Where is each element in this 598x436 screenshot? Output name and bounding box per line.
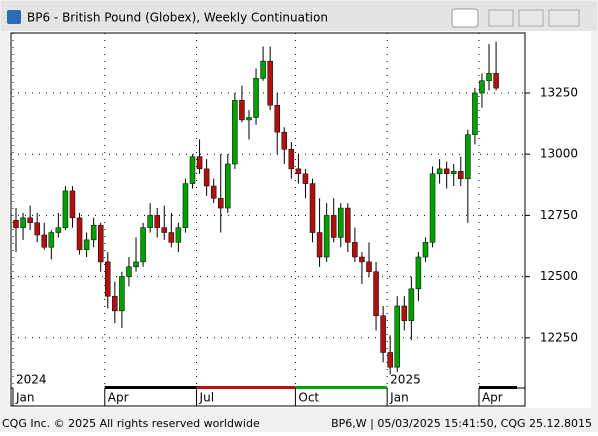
candle-body: [175, 227, 182, 243]
candle-body: [48, 232, 55, 248]
minimize-button[interactable]: [488, 9, 514, 27]
candle-body: [415, 256, 422, 290]
close-button[interactable]: [548, 9, 580, 27]
candle-body: [436, 168, 443, 175]
candle-body: [112, 295, 118, 312]
year-label: 2024: [16, 373, 47, 387]
candle-body: [34, 222, 40, 236]
candle-body: [338, 207, 344, 238]
candle-body: [119, 276, 125, 312]
candle-body: [366, 261, 372, 272]
year-label: 2025: [390, 373, 421, 387]
candle-body: [20, 217, 26, 228]
x-tick-label: Apr: [482, 391, 503, 405]
candle-body: [69, 190, 76, 219]
candle-body: [246, 117, 252, 121]
candle-body: [302, 173, 309, 184]
candle-body: [55, 227, 62, 233]
app-icon: [7, 10, 21, 24]
y-tick-label: 12500: [540, 269, 578, 283]
candle-body: [147, 215, 153, 228]
candle-body: [288, 149, 295, 170]
candle-body: [140, 227, 146, 263]
candle-body: [345, 207, 351, 243]
candle-body: [359, 256, 365, 263]
candle-body: [168, 232, 175, 243]
maximize-button[interactable]: [518, 9, 544, 27]
candle-body: [126, 266, 132, 277]
x-tick-label: Oct: [298, 391, 319, 405]
candle-body: [316, 232, 323, 258]
candle-body: [90, 224, 97, 241]
candle-body: [465, 134, 471, 179]
candle-body: [408, 288, 415, 321]
candle-body: [472, 92, 478, 135]
quarter-band: [295, 386, 388, 389]
y-tick-label: 12750: [540, 208, 578, 222]
footer-right: BP6,W | 05/03/2025 15:41:50, CQG 25.12.8…: [331, 417, 592, 430]
candle-body: [493, 73, 499, 89]
candle-body: [133, 261, 139, 268]
candle-body: [429, 173, 436, 243]
candle-body: [281, 131, 288, 150]
y-tick-label: 13250: [540, 85, 578, 99]
quarter-band: [104, 386, 197, 389]
x-tick-label: Jan: [389, 391, 409, 405]
x-axis-strip: [10, 387, 526, 407]
x-tick-label: Jul: [199, 391, 214, 405]
quarter-band: [13, 386, 105, 389]
candle-body: [239, 100, 245, 121]
candle-body: [450, 171, 457, 175]
candle-body: [443, 168, 450, 175]
x-tick-label: Jan: [15, 391, 35, 405]
candle-body: [323, 215, 330, 258]
candle-body: [260, 60, 266, 79]
candle-body: [352, 242, 358, 258]
y-tick-label: 13000: [540, 147, 578, 161]
candle-body: [182, 183, 189, 228]
candle-body: [401, 305, 408, 321]
candle-body: [380, 315, 386, 353]
window-title: BP6 - British Pound (Globex), Weekly Con…: [27, 11, 328, 25]
candle-body: [458, 171, 464, 179]
link-button[interactable]: [451, 8, 479, 28]
candle-body: [83, 239, 90, 250]
candle-body: [196, 156, 203, 170]
candle-body: [225, 163, 231, 209]
candle-body: [210, 185, 217, 199]
candle-body: [232, 100, 238, 165]
candle-body: [309, 183, 316, 233]
candle-body: [97, 224, 104, 263]
candle-body: [62, 190, 69, 228]
candle-body: [27, 217, 33, 223]
candle-body: [330, 215, 337, 238]
candle-body: [13, 220, 19, 228]
candle-body: [274, 104, 280, 133]
candle-body: [373, 271, 379, 317]
candle-body: [295, 168, 302, 175]
candle-body: [203, 168, 210, 187]
candle-body: [253, 78, 259, 118]
candle-body: [394, 305, 400, 368]
quarter-band: [196, 386, 296, 389]
candle-body: [267, 60, 273, 106]
candle-body: [217, 198, 224, 209]
y-tick-label: 12250: [540, 330, 578, 344]
quarter-band: [478, 386, 517, 389]
candle-body: [479, 80, 485, 94]
candle-body: [161, 227, 168, 233]
candle-body: [422, 242, 429, 258]
candle-body: [189, 156, 196, 184]
footer-left: CQG Inc. © 2025 All rights reserved worl…: [2, 417, 260, 430]
candle-body: [105, 261, 111, 297]
candle-body: [387, 352, 393, 368]
x-tick-label: Apr: [108, 391, 129, 405]
candle-body: [41, 234, 47, 248]
quarter-band: [387, 386, 479, 389]
candle-body: [486, 73, 492, 81]
candle-body: [154, 215, 160, 228]
candle-body: [76, 217, 83, 250]
